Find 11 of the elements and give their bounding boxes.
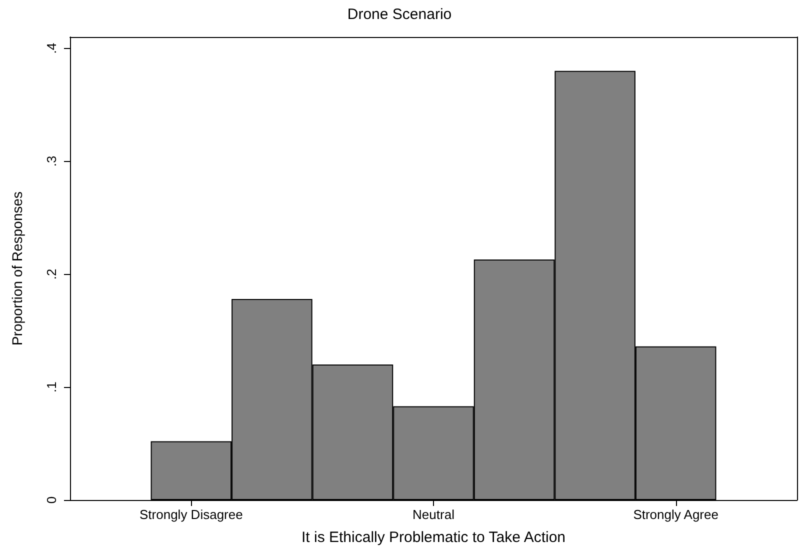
y-tick-label: 0 (44, 496, 59, 504)
chart-title: Drone Scenario (347, 6, 452, 23)
y-axis-title: Proportion of Responses (9, 191, 25, 346)
y-tick-label: .1 (44, 382, 59, 392)
x-tick-label: Neutral (412, 507, 455, 522)
x-axis-title: It is Ethically Problematic to Take Action (301, 529, 566, 546)
y-tick-label: .3 (44, 156, 59, 167)
x-tick-label: Strongly Agree (633, 507, 718, 522)
y-tick-label: .2 (44, 268, 59, 280)
x-tick-label: Strongly Disagree (140, 507, 243, 522)
y-tick-label: .4 (44, 42, 59, 54)
